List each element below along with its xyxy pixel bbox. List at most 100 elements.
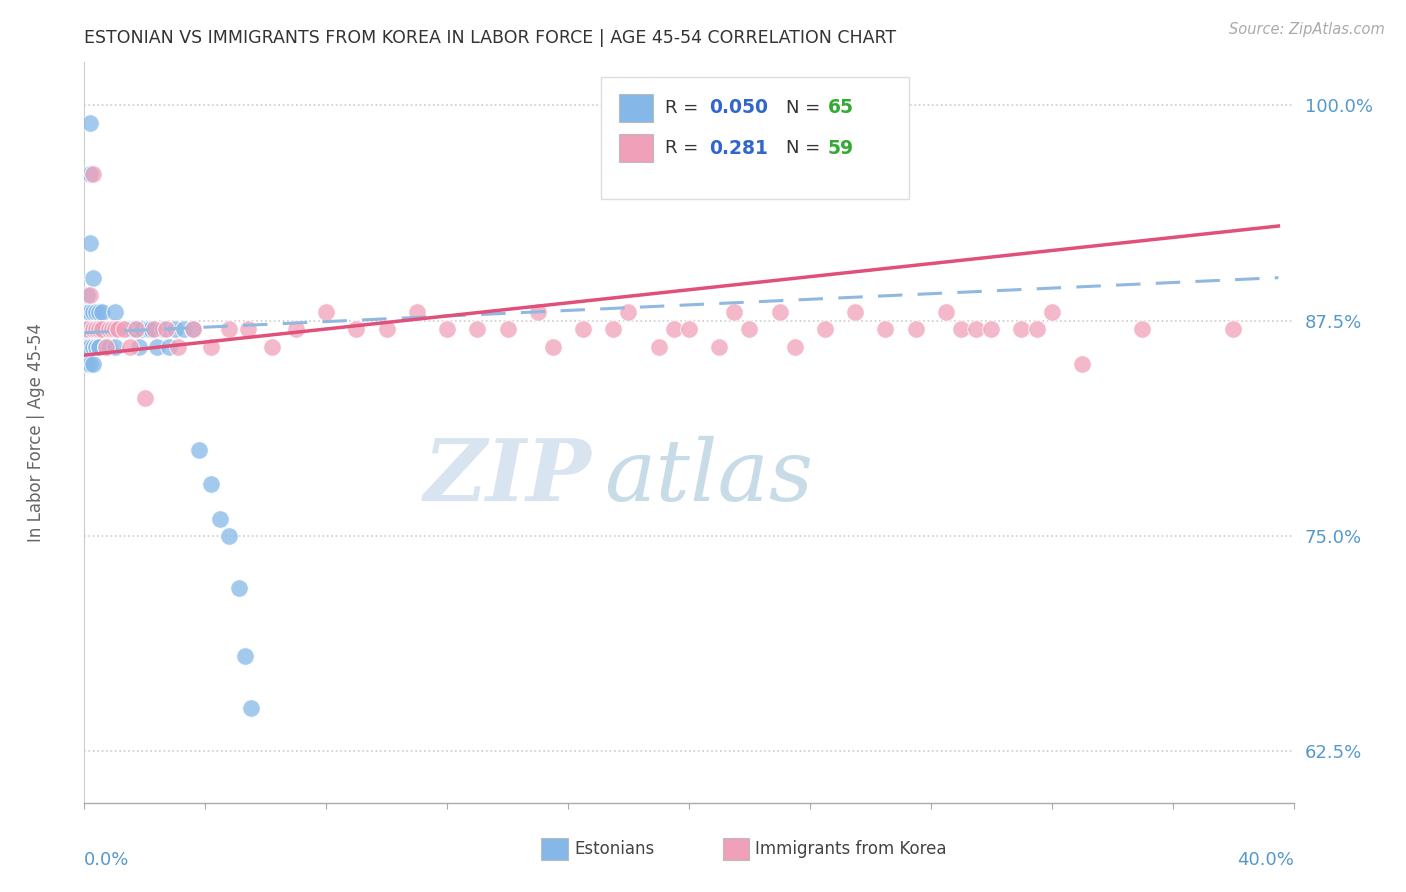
Point <box>91 322 114 336</box>
Point <box>82 322 104 336</box>
FancyBboxPatch shape <box>619 94 652 121</box>
Point <box>110 322 132 336</box>
Point <box>118 339 141 353</box>
Point <box>436 322 458 336</box>
Point <box>79 236 101 251</box>
Point <box>233 649 256 664</box>
Point <box>97 322 120 336</box>
Point <box>100 322 122 336</box>
Point <box>709 339 731 353</box>
Point <box>315 305 337 319</box>
Point <box>617 305 640 319</box>
Point <box>541 339 564 353</box>
FancyBboxPatch shape <box>619 135 652 162</box>
Point <box>82 322 104 336</box>
Text: Source: ZipAtlas.com: Source: ZipAtlas.com <box>1229 22 1385 37</box>
Point <box>94 339 117 353</box>
FancyBboxPatch shape <box>723 838 749 860</box>
Point <box>121 322 143 336</box>
Point <box>112 322 135 336</box>
Point <box>346 322 368 336</box>
Point <box>115 322 138 336</box>
Point <box>678 322 700 336</box>
Point <box>467 322 489 336</box>
Point <box>662 322 685 336</box>
Point <box>94 322 117 336</box>
Point <box>406 305 429 319</box>
Point <box>131 322 153 336</box>
Point <box>965 322 987 336</box>
Point <box>82 305 104 319</box>
Point <box>107 322 129 336</box>
Point <box>76 322 98 336</box>
Point <box>814 322 837 336</box>
Point <box>136 322 159 336</box>
Point <box>82 270 104 285</box>
Point <box>142 322 165 336</box>
Point <box>648 339 671 353</box>
Point <box>285 322 308 336</box>
Point <box>100 322 122 336</box>
Point <box>76 288 98 302</box>
Point <box>209 512 232 526</box>
Text: ESTONIAN VS IMMIGRANTS FROM KOREA IN LABOR FORCE | AGE 45-54 CORRELATION CHART: ESTONIAN VS IMMIGRANTS FROM KOREA IN LAB… <box>84 29 897 47</box>
Point <box>76 357 98 371</box>
Point <box>82 339 104 353</box>
Text: 0.281: 0.281 <box>710 139 768 158</box>
Point <box>79 116 101 130</box>
Point <box>89 322 111 336</box>
Point <box>950 322 973 336</box>
Point <box>79 305 101 319</box>
Point <box>91 322 114 336</box>
Point <box>82 322 104 336</box>
Text: R =: R = <box>665 139 704 157</box>
Point <box>100 322 122 336</box>
FancyBboxPatch shape <box>600 78 910 200</box>
Point <box>104 339 127 353</box>
Point <box>91 322 114 336</box>
Point <box>167 339 190 353</box>
Point <box>572 322 595 336</box>
Point <box>107 322 129 336</box>
Point <box>980 322 1002 336</box>
FancyBboxPatch shape <box>541 838 568 860</box>
Point <box>82 167 104 181</box>
Point <box>157 339 180 353</box>
Point <box>1222 322 1244 336</box>
Point <box>79 322 101 336</box>
Point <box>496 322 519 336</box>
Point <box>86 322 108 336</box>
Point <box>602 322 624 336</box>
Point <box>79 339 101 353</box>
Text: 65: 65 <box>828 98 853 117</box>
Point <box>1011 322 1033 336</box>
Point <box>1025 322 1047 336</box>
Point <box>218 529 240 543</box>
Point <box>86 339 108 353</box>
Text: N =: N = <box>786 99 825 117</box>
Point <box>1071 357 1094 371</box>
Point <box>769 305 792 319</box>
Point <box>904 322 927 336</box>
Point <box>89 339 111 353</box>
Point <box>1130 322 1153 336</box>
Point <box>188 442 211 457</box>
Point <box>94 339 117 353</box>
Text: In Labor Force | Age 45-54: In Labor Force | Age 45-54 <box>27 323 45 542</box>
Point <box>128 339 150 353</box>
Point <box>76 305 98 319</box>
Point <box>79 288 101 302</box>
Point <box>139 322 162 336</box>
Point <box>97 339 120 353</box>
Point <box>152 322 174 336</box>
Point <box>181 322 204 336</box>
Point <box>86 322 108 336</box>
Point <box>1040 305 1063 319</box>
Point <box>79 167 101 181</box>
Point <box>260 339 283 353</box>
Point <box>783 339 806 353</box>
Text: 0.0%: 0.0% <box>84 851 129 869</box>
Point <box>89 305 111 319</box>
Point <box>76 322 98 336</box>
Point <box>200 477 222 491</box>
